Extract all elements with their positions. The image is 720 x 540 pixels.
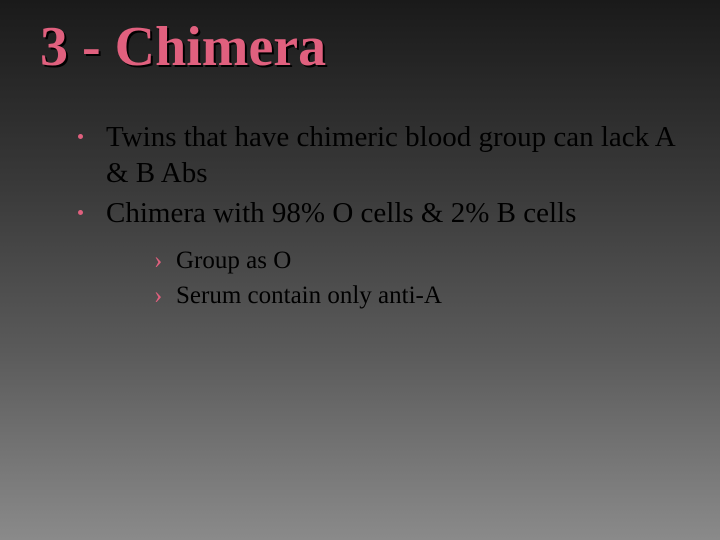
- slide: 3 - Chimera Twins that have chimeric blo…: [0, 0, 720, 540]
- bullet-text: Twins that have chimeric blood group can…: [106, 121, 674, 189]
- list-item: Chimera with 98% O cells & 2% B cells Gr…: [70, 195, 680, 313]
- list-item: Group as O: [154, 244, 680, 278]
- bullet-text: Chimera with 98% O cells & 2% B cells: [106, 197, 576, 229]
- sub-bullet-text: Group as O: [176, 247, 291, 274]
- sub-bullet-list: Group as O Serum contain only anti-A: [106, 244, 680, 314]
- list-item: Serum contain only anti-A: [154, 279, 680, 313]
- slide-title: 3 - Chimera: [40, 18, 680, 77]
- bullet-list: Twins that have chimeric blood group can…: [40, 119, 680, 313]
- list-item: Twins that have chimeric blood group can…: [70, 119, 680, 192]
- sub-bullet-text: Serum contain only anti-A: [176, 282, 442, 309]
